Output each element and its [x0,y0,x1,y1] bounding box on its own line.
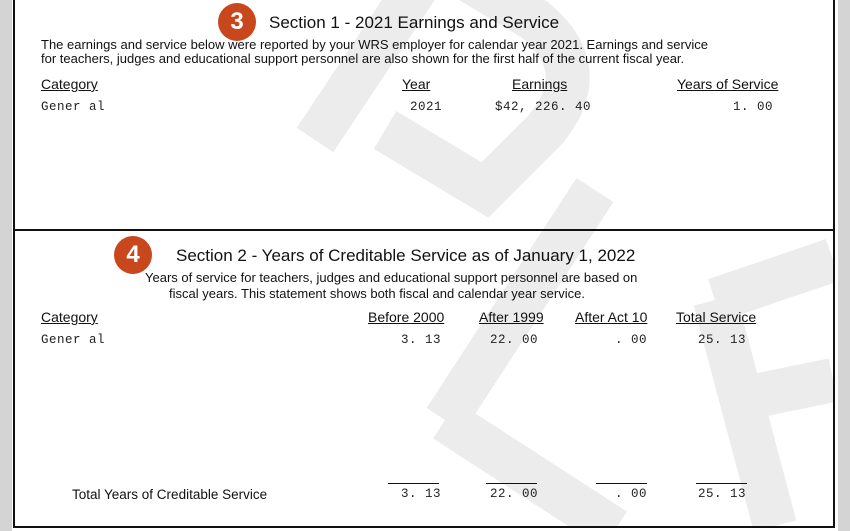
s2-row-total-service: 25. 13 [698,333,747,347]
total-rule-after-act-10 [596,483,647,484]
s1-row-year: 2021 [410,100,443,114]
s2-row-category: Gener al [41,333,106,347]
total-rule-total-service [696,483,747,484]
s2-row-after-1999: 22. 00 [490,333,539,347]
section-2-description-line-1: Years of service for teachers, judges an… [145,270,638,285]
s1-header-category: Category [41,76,98,92]
section-2-badge: 4 [114,236,152,274]
page-edge-right [838,0,850,531]
section-2-title: Section 2 - Years of Creditable Service … [176,246,636,265]
total-rule-after-1999 [486,483,537,484]
section-1-description-line-1: The earnings and service below were repo… [41,37,708,52]
s2-header-after-act-10: After Act 10 [575,309,648,325]
s2-header-category: Category [41,309,98,325]
total-after-1999: 22. 00 [490,487,539,501]
s1-row-years-of-service: 1. 00 [733,100,774,114]
s2-header-after-1999: After 1999 [479,309,544,325]
s1-header-year: Year [402,76,431,92]
s2-header-before-2000: Before 2000 [368,309,445,325]
s1-row-earnings: $42, 226. 40 [495,100,592,114]
total-after-act-10: . 00 [615,487,648,501]
section-1-description-line-2: for teachers, judges and educational sup… [41,51,685,66]
total-before-2000: 3. 13 [401,487,442,501]
statement-frame: 3 Section 1 - 2021 Earnings and Service … [13,0,835,528]
section-1-badge: 3 [218,3,256,41]
page-edge-left [0,0,12,531]
s2-row-before-2000: 3. 13 [401,333,442,347]
section-2-description-line-2: fiscal years. This statement shows both … [169,286,585,301]
s1-row-category: Gener al [41,100,106,114]
section-1-title: Section 1 - 2021 Earnings and Service [269,13,560,32]
s1-header-years-of-service: Years of Service [677,76,779,92]
s2-row-after-act-10: . 00 [615,333,648,347]
sample-watermark [296,0,833,526]
total-rule-before-2000 [388,483,439,484]
section-divider [15,229,833,231]
total-label: Total Years of Creditable Service [72,487,268,502]
s1-header-earnings: Earnings [512,76,568,92]
s2-header-total-service: Total Service [676,309,757,325]
total-total-service: 25. 13 [698,487,747,501]
